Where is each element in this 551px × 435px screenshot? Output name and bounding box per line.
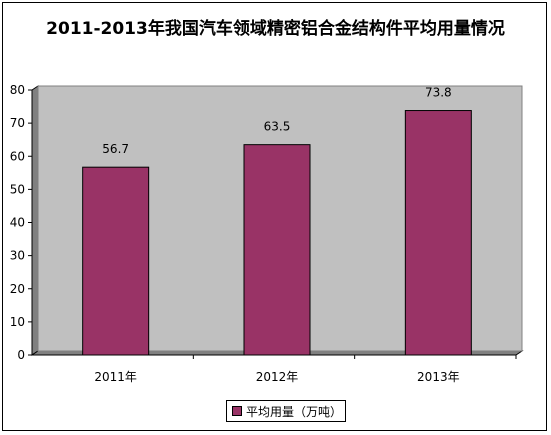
- bar: [404, 110, 472, 356]
- y-tick-label: 50: [10, 182, 25, 196]
- y-tick-label: 80: [10, 83, 25, 97]
- legend-swatch: [232, 406, 242, 416]
- bar-value-label: 56.7: [102, 142, 129, 156]
- bar: [243, 144, 311, 356]
- y-tick-label: 60: [10, 149, 25, 163]
- y-tick-label: 70: [10, 116, 25, 130]
- x-tick-label: 2011年: [94, 370, 137, 384]
- x-tick-label: 2013年: [417, 370, 460, 384]
- y-tick-label: 40: [10, 216, 25, 230]
- x-tick-label: 2012年: [256, 370, 299, 384]
- y-tick-label: 20: [10, 282, 25, 296]
- plot-side-wall: [31, 85, 39, 356]
- legend-label: 平均用量（万吨）: [246, 404, 343, 419]
- legend: 平均用量（万吨）: [226, 400, 346, 422]
- bar-value-label: 73.8: [425, 86, 452, 100]
- y-tick-label: 10: [10, 315, 25, 329]
- chart-title: 2011-2013年我国汽车领域精密铝合金结构件平均用量情况: [46, 19, 505, 39]
- bar: [82, 166, 150, 356]
- y-tick-label: 0: [17, 348, 25, 362]
- y-tick-label: 30: [10, 249, 25, 263]
- bar-value-label: 63.5: [264, 120, 291, 134]
